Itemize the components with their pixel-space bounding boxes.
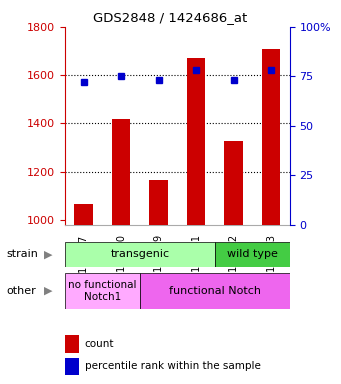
Text: wild type: wild type (227, 249, 278, 260)
Text: ▶: ▶ (44, 286, 53, 296)
Text: strain: strain (7, 249, 39, 260)
Text: count: count (85, 339, 114, 349)
Bar (149, 180, 168, 225)
Text: GDS2848 / 1424686_at: GDS2848 / 1424686_at (93, 11, 248, 24)
Text: no functional
Notch1: no functional Notch1 (68, 280, 136, 302)
Bar (65, 242, 215, 267)
Bar (112, 119, 130, 225)
Bar (140, 273, 290, 309)
Text: ▶: ▶ (44, 249, 53, 260)
Bar (74, 204, 93, 225)
Bar (187, 58, 205, 225)
Bar (65, 335, 79, 353)
Bar (224, 141, 243, 225)
Bar (215, 242, 290, 267)
Bar (65, 358, 79, 375)
Text: other: other (7, 286, 36, 296)
Text: functional Notch: functional Notch (169, 286, 261, 296)
Text: percentile rank within the sample: percentile rank within the sample (85, 361, 261, 371)
Text: transgenic: transgenic (110, 249, 169, 260)
Bar (65, 273, 140, 309)
Bar (262, 49, 280, 225)
